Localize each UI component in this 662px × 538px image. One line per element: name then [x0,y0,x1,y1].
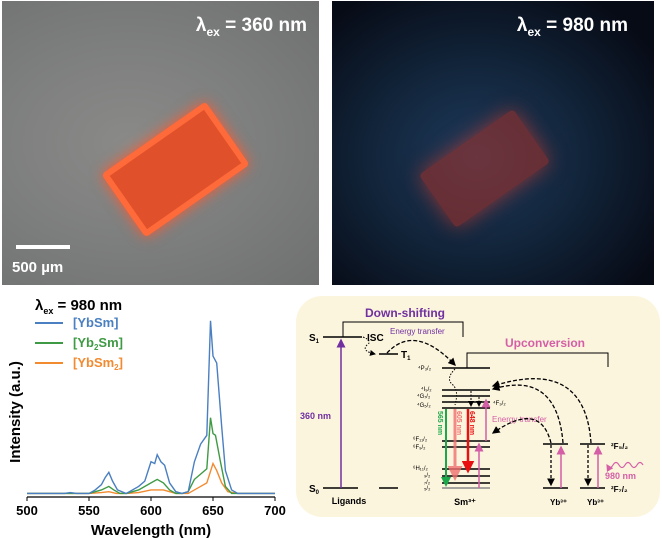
svg-text:⁴G₅/₂: ⁴G₅/₂ [417,402,431,409]
svg-text:⁶F₁₁/₂: ⁶F₁₁/₂ [413,436,428,443]
nonradiative-relaxation [449,368,458,406]
series-line-0 [27,320,275,495]
scale-bar-label: 500 µm [12,259,64,276]
yb-label: Yb³⁺ [587,498,604,507]
nir-excitation-label: 980 nm [605,471,636,481]
t1-label: T1 [401,350,411,362]
down-shifting-bracket [342,321,464,337]
svg-text:⁴G₇/₂: ⁴G₇/₂ [417,393,431,400]
lambda: λ [195,15,207,36]
x-axis-label: Wavelength (nm) [91,522,211,538]
x-tick-label: 500 [16,503,38,518]
energy-transfer-arrow [491,418,552,444]
photo-360nm-excitation: λex = 360 nm 500 µm [2,1,319,285]
svg-text:⁴F₃/₂: ⁴F₃/₂ [493,400,506,407]
crystal [101,101,250,238]
yb-lower-label: ²F₇/₂ [611,485,628,494]
sm-label: Sm³⁺ [454,497,476,507]
photo-980nm-excitation: λex = 980 nm [332,1,654,285]
svg-text:₅/₂: ₅/₂ [424,486,431,492]
x-tick-label: 650 [202,503,224,518]
x-tick-label: 700 [264,503,286,518]
upconversion-bracket [466,352,609,368]
value: = 360 nm [219,15,307,36]
legend-title: λex = 980 nm [35,297,122,316]
subscript: ex [206,24,220,39]
legend-entry: [YbSm2] [73,355,123,372]
yb-label: Yb³⁺ [550,498,567,507]
emission-565-label: 565 nm [436,411,443,435]
emission-648-label: 648 nm [468,411,475,435]
x-tick-label: 600 [140,503,162,518]
crystal [418,108,551,229]
emission-spectrum-chart: 500 550 600 650 700 Wavelength (nm) Intensit… [7,297,286,538]
upconversion-label: Upconversion [505,336,585,350]
energy-transfer-arrow [386,339,456,366]
nir-photon-wave-icon [606,461,644,472]
ligands-label: Ligands [332,496,367,506]
photo-title: λex = 980 nm [517,15,628,39]
series-line-1 [27,417,275,495]
svg-text:⁶H₁₁/₂: ⁶H₁₁/₂ [413,465,429,472]
sm-level-labels: ⁴P₃/₂ ⁴I₉/₂ ⁴G₇/₂ ⁴G₅/₂ ⁴F₃/₂ ⁶F₁₁/₂ ⁶F₉… [413,365,506,492]
series-line-2 [27,461,275,495]
lambda: λ [516,15,528,36]
svg-text:⁴P₃/₂: ⁴P₃/₂ [418,365,432,372]
value: = 980 nm [540,15,628,36]
scale-bar [16,245,70,249]
uv-excitation-label: 360 nm [300,411,331,421]
subscript: ex [527,24,541,39]
diagram-panel [296,296,660,517]
down-shifting-label: Down-shifting [365,306,445,320]
yb-upper-label: ²F₅/₂ [611,442,628,451]
svg-text:⁶F₉/₂: ⁶F₉/₂ [413,444,426,451]
isc-label: ISC [367,333,384,344]
emission-605-label: 605 nm [455,411,462,435]
legend-entry: [YbSm] [73,315,119,330]
energy-level-diagram: Down-shifting Upconversion Energy transf… [296,296,660,517]
isc-arrow [362,336,376,356]
energy-transfer-label: Energy transfer [390,327,445,336]
s0-label: S0 [309,484,320,496]
svg-text:₉/₂: ₉/₂ [424,473,431,479]
s1-label: S1 [309,333,320,345]
energy-transfer-arrow [491,378,592,444]
y-axis-label: Intensity (a.u.) [7,361,24,463]
svg-text:⁴I₉/₂: ⁴I₉/₂ [421,386,432,393]
legend-entry: [Yb2Sm] [73,335,123,352]
x-tick-label: 550 [78,503,100,518]
photo-title: λex = 360 nm [196,15,307,39]
energy-transfer-arrow [491,383,564,444]
svg-text:₇/₂: ₇/₂ [424,480,431,486]
